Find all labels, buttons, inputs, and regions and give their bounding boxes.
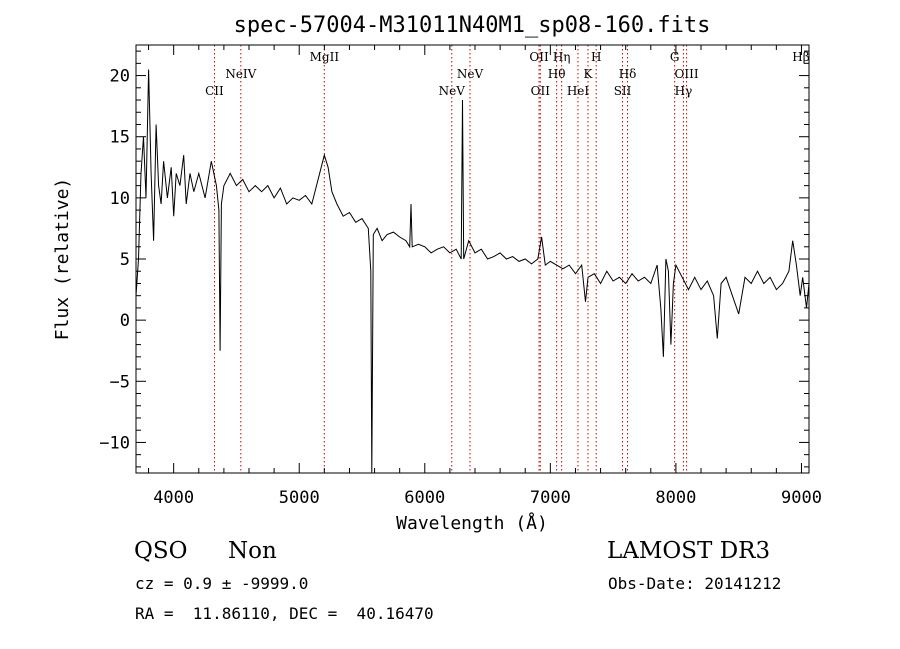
- x-tick-label: 6000: [404, 488, 445, 508]
- object-subclass: Non: [228, 538, 277, 564]
- marker-label: G: [670, 50, 680, 64]
- x-tick-label: 5000: [279, 488, 320, 508]
- marker-label: Hθ: [548, 67, 566, 81]
- marker-label: NeV: [457, 67, 484, 81]
- y-tick-label: 5: [120, 250, 130, 270]
- coordinates: RA = 11.86110, DEC = 40.16470: [135, 604, 434, 623]
- marker-label: K: [584, 67, 594, 81]
- x-tick-label: 4000: [153, 488, 194, 508]
- axis-ticks: 4000 5000 6000 7000 8000 9000 −10 −5 0 5 10 15 20: [99, 45, 822, 508]
- y-tick-label: −10: [99, 433, 130, 453]
- y-tick-label: 10: [110, 189, 130, 209]
- marker-label: Hδ: [619, 67, 637, 81]
- x-tick-label: 9000: [781, 488, 822, 508]
- survey-release: LAMOST DR3: [607, 538, 771, 564]
- marker-label: NeIV: [225, 67, 256, 81]
- marker-label: MgII: [310, 50, 340, 64]
- y-tick-label: 0: [120, 311, 130, 331]
- redshift-info: cz = 0.9 ± -9999.0: [135, 574, 309, 593]
- marker-label: SII: [614, 84, 632, 98]
- chart-title: spec-57004-M31011N40M1_sp08-160.fits: [234, 13, 711, 38]
- marker-label: Hγ: [675, 84, 693, 98]
- flux-series-line: [135, 69, 810, 474]
- obs-date: Obs-Date: 20141212: [608, 574, 782, 593]
- marker-label: OII: [531, 84, 551, 98]
- y-tick-label: 15: [110, 128, 130, 148]
- plot-frame: [135, 44, 810, 474]
- marker-label: Hβ: [792, 50, 809, 64]
- y-axis-label: Flux (relative): [52, 178, 73, 341]
- marker-label: OIII: [675, 67, 699, 81]
- x-tick-label: 7000: [530, 488, 571, 508]
- marker-label: CII: [205, 84, 224, 98]
- x-axis-label: Wavelength (Å): [396, 512, 548, 534]
- marker-label: OII: [529, 50, 549, 64]
- marker-label: H: [591, 50, 601, 64]
- marker-label: Hη: [553, 50, 571, 64]
- y-tick-label: −5: [110, 372, 130, 392]
- x-tick-label: 8000: [655, 488, 696, 508]
- marker-label: NeV: [439, 84, 466, 98]
- marker-label: HeI: [567, 84, 590, 98]
- object-class: QSO: [134, 538, 188, 564]
- y-tick-label: 20: [110, 67, 130, 87]
